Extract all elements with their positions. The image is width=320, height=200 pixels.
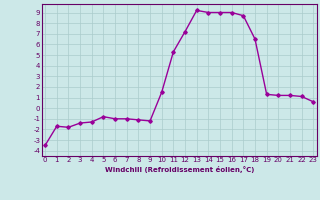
X-axis label: Windchill (Refroidissement éolien,°C): Windchill (Refroidissement éolien,°C) <box>105 166 254 173</box>
